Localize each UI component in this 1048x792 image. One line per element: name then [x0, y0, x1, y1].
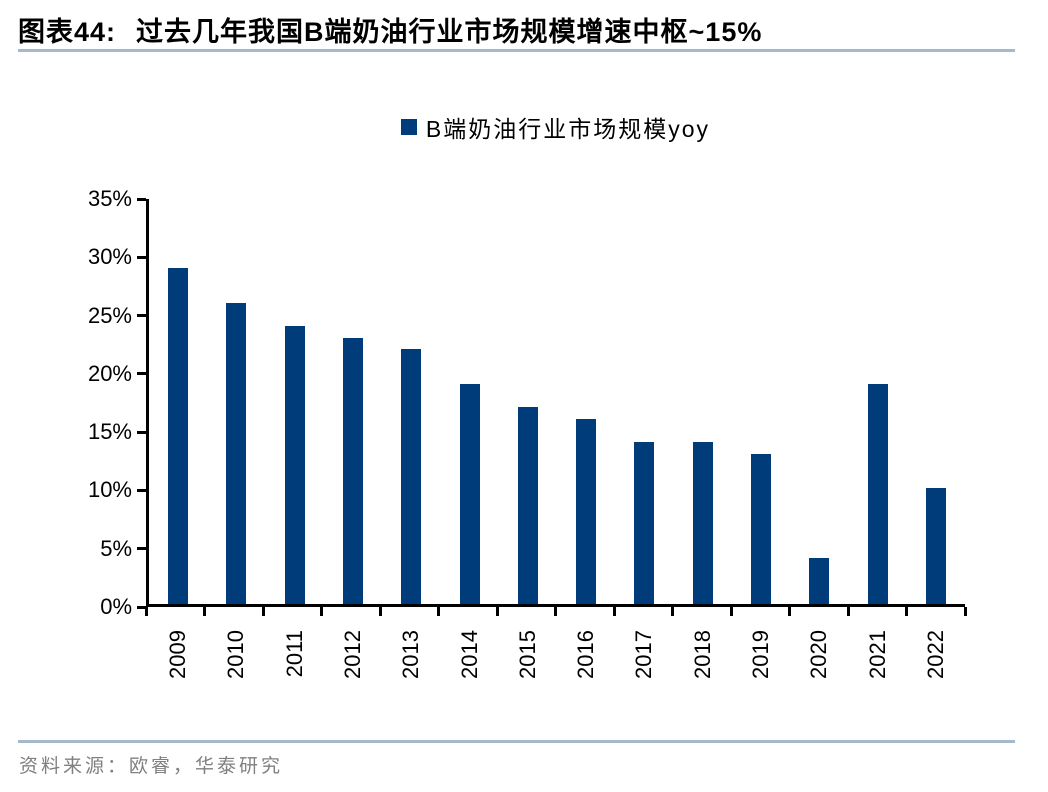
bar-2019	[750, 453, 771, 604]
y-axis-label: 35%	[87, 186, 132, 211]
footer-divider	[18, 740, 1015, 743]
bar-slot	[207, 199, 265, 604]
bar-2017	[634, 442, 655, 604]
bar-2010	[226, 303, 247, 604]
bar-slot	[499, 199, 557, 604]
x-axis-tick	[671, 607, 674, 616]
figure-number: 图表44:	[18, 17, 117, 47]
x-axis-tick	[378, 607, 382, 616]
bar-2011	[284, 326, 305, 604]
y-axis-label: 0%	[100, 594, 132, 619]
bar-slot	[382, 199, 440, 604]
legend-label: B端奶油行业市场规模yoy	[425, 116, 711, 142]
x-axis-label: 2020	[806, 630, 832, 679]
source-note: 资料来源：欧睿，华泰研究	[19, 756, 284, 777]
y-axis-tick	[137, 314, 146, 318]
bar-2012	[342, 337, 363, 604]
y-axis-tick	[137, 255, 146, 259]
bar-slot	[557, 199, 615, 604]
x-axis-tick	[846, 607, 850, 616]
chart-legend: B端奶油行业市场规模yoy	[146, 110, 965, 144]
x-axis-label: 2014	[456, 630, 482, 679]
title-divider	[18, 49, 1015, 52]
figure-title: 图表44: 过去几年我国B端奶油行业市场规模增速中枢~15%	[18, 10, 762, 49]
y-axis-label: 10%	[87, 477, 132, 503]
x-axis-label: 2019	[748, 630, 773, 679]
x-axis-label: 2022	[922, 630, 948, 679]
x-axis-label: 2016	[573, 630, 599, 679]
x-axis-label: 2013	[398, 630, 424, 679]
bar-2020	[809, 557, 830, 604]
bar-slot	[674, 199, 732, 604]
bar-slot	[440, 199, 498, 604]
x-axis-label: 2021	[864, 630, 890, 679]
y-axis-tick	[137, 605, 146, 609]
x-axis-tick	[554, 607, 557, 616]
x-axis-label: 2012	[340, 630, 365, 679]
x-axis-label: 2018	[689, 630, 715, 679]
y-axis-tick	[137, 372, 146, 376]
legend-swatch-icon	[400, 119, 417, 135]
x-axis-label: 2015	[514, 630, 540, 679]
y-axis-tick	[137, 488, 146, 492]
x-axis-label: 2010	[223, 630, 249, 679]
x-axis-tick	[729, 607, 733, 616]
bar-slot	[790, 199, 848, 604]
y-axis-tick	[137, 547, 146, 551]
bar-2018	[692, 442, 713, 604]
y-axis-label: 30%	[87, 244, 132, 270]
x-axis-tick	[203, 607, 206, 616]
bar-2013	[401, 349, 422, 604]
bar-slot	[615, 199, 673, 604]
x-axis-tick	[320, 607, 323, 616]
x-axis-tick	[612, 607, 616, 616]
x-axis-label: 2011	[281, 630, 307, 678]
y-axis-label: 5%	[100, 535, 132, 561]
bar-slot	[149, 199, 207, 604]
figure-title-text: 过去几年我国B端奶油行业市场规模增速中枢~15%	[136, 17, 763, 47]
bar-slot	[324, 199, 382, 604]
bar-2022	[925, 488, 946, 604]
x-axis-label: 2009	[165, 630, 191, 679]
x-axis-tick	[495, 607, 499, 616]
bar-slot	[266, 199, 324, 604]
bar-slot	[732, 199, 790, 604]
x-axis-tick	[963, 607, 967, 616]
bar-chart-plot-area	[146, 199, 965, 607]
bar-2015	[517, 407, 538, 604]
x-axis-tick	[144, 607, 148, 616]
x-axis-tick	[261, 607, 265, 616]
bar-2014	[459, 384, 480, 604]
bar-2009	[168, 268, 189, 604]
y-axis-label: 20%	[87, 360, 132, 386]
bar-slot	[907, 199, 965, 604]
bar-2021	[867, 384, 888, 604]
y-axis-label: 25%	[87, 302, 132, 328]
y-axis-tick	[137, 197, 146, 201]
y-axis-label: 15%	[87, 419, 132, 445]
bar-slot	[848, 199, 906, 604]
y-axis-tick	[137, 430, 146, 434]
bar-2016	[576, 418, 597, 604]
x-axis-tick	[788, 607, 791, 616]
x-axis-label: 2017	[631, 630, 657, 679]
x-axis-tick	[437, 607, 440, 616]
x-axis-tick	[905, 607, 908, 616]
